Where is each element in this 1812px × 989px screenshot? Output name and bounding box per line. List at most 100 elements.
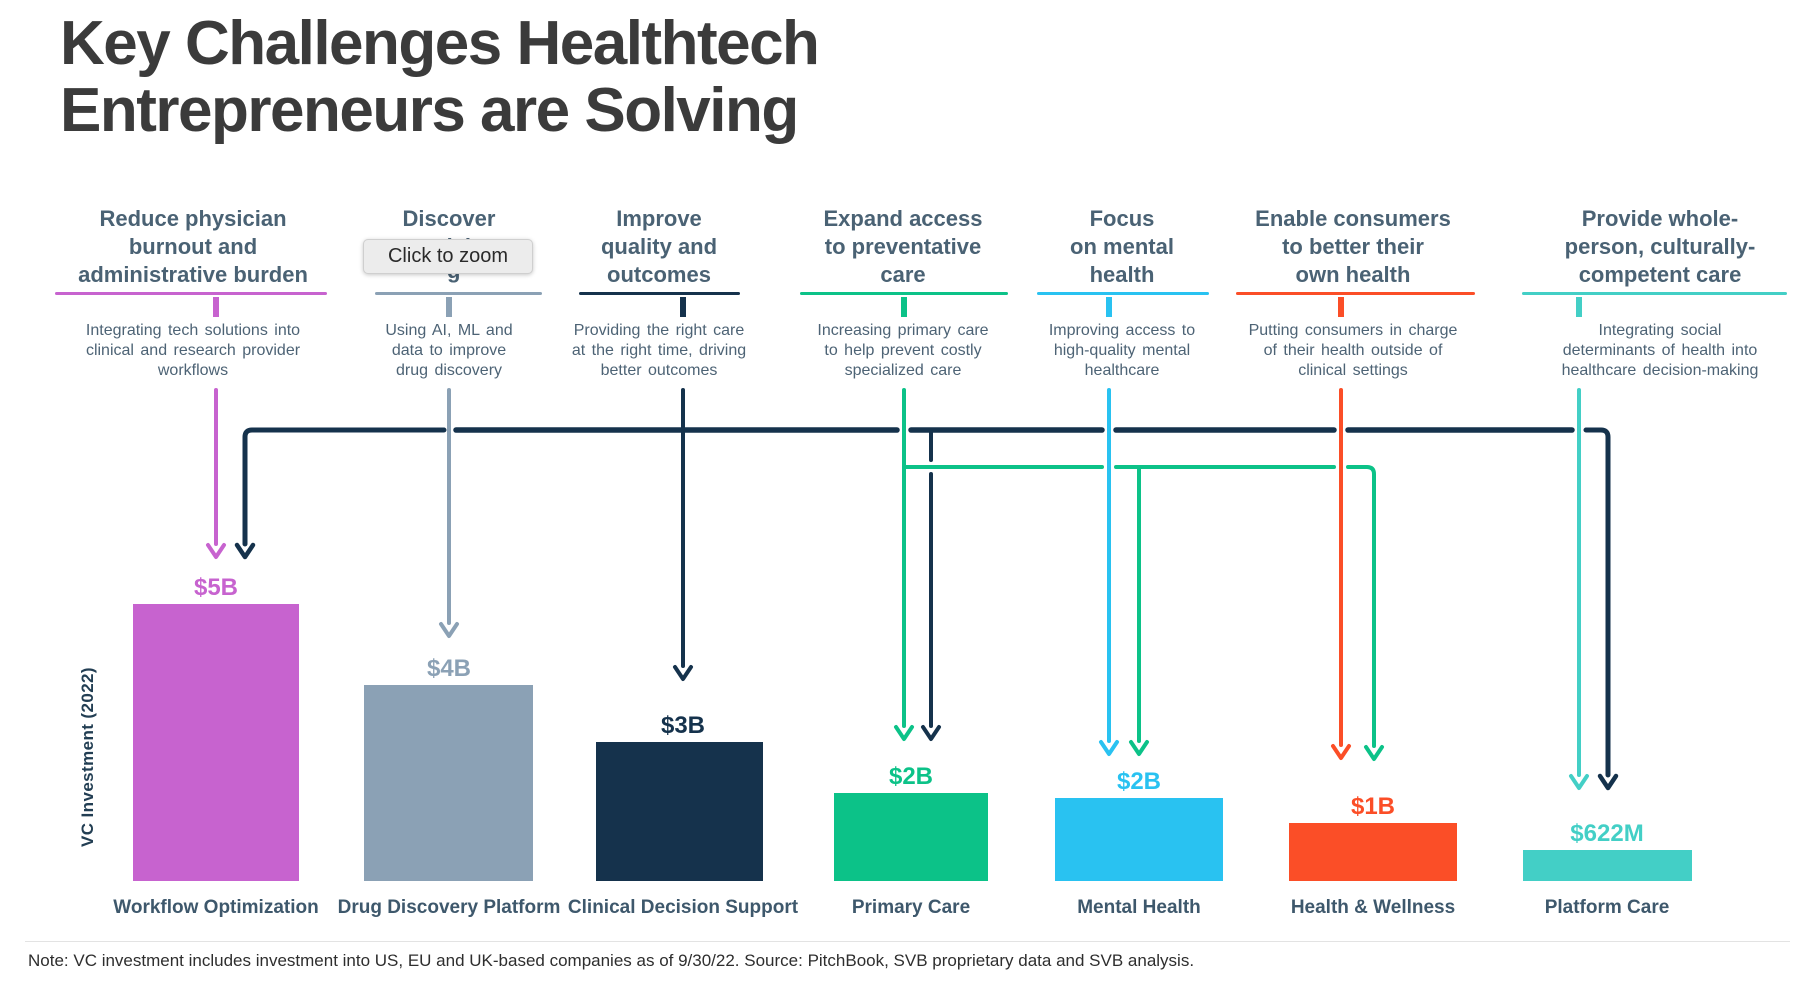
desc-line: healthcare decision-making: [1561, 362, 1759, 379]
click-to-zoom-tooltip[interactable]: Click to zoom: [363, 239, 533, 274]
header-underline: [1037, 292, 1209, 295]
category-health-wellness: Health & Wellness: [1290, 897, 1456, 918]
arrowhead: [1569, 774, 1589, 790]
category-primary-care: Primary Care: [851, 897, 971, 918]
title-line-1: Key Challenges Healthtech: [60, 9, 820, 78]
connector-stub: [1338, 297, 1344, 317]
arrowhead: [921, 725, 941, 741]
connector-red: [1331, 388, 1351, 760]
bar-platform-care: [1523, 850, 1692, 881]
challenge-description-quality: Providing the right care at the right ti…: [528, 321, 790, 381]
desc-line: specialized care: [844, 362, 962, 379]
value-label-clinical: $3B: [660, 712, 706, 739]
connector-cyan: [1099, 388, 1119, 756]
header-line: to better their: [1282, 234, 1424, 259]
category-platform-care: Platform Care: [1544, 897, 1670, 918]
challenge-description-drug-discovery: Using AI, ML and data to improve drug di…: [319, 321, 579, 381]
value-label-drug-discovery: $4B: [426, 655, 472, 682]
desc-line: clinical settings: [1298, 362, 1408, 379]
challenge-header-preventative: Expand access to preventative care: [753, 205, 1053, 289]
arrowhead: [1331, 744, 1351, 760]
bar-drug-discovery-platform: [364, 685, 533, 881]
arrowhead: [1099, 740, 1119, 756]
green-right-elbow: [1346, 465, 1376, 748]
connector-stub: [1106, 297, 1112, 317]
desc-line: Integrating social: [1598, 322, 1722, 339]
header-line: competent care: [1578, 262, 1742, 287]
header-line: Focus: [1089, 206, 1155, 231]
desc-line: Using AI, ML and: [385, 322, 513, 339]
category-workflow-optimization: Workflow Optimization: [113, 897, 319, 918]
arrowhead: [206, 543, 226, 559]
trunk-left-elbow: [242, 427, 447, 547]
challenge-header-mental-health: Focus on mental health: [972, 205, 1272, 289]
connector-stub: [1576, 297, 1582, 317]
desc-line: Providing the right care: [573, 322, 745, 339]
header-line: Expand access: [823, 206, 983, 231]
bar-workflow-optimization: [133, 604, 299, 881]
chart-bottom-border: [25, 941, 1790, 942]
challenge-description-consumers: Putting consumers in charge of their hea…: [1203, 321, 1503, 381]
connector-stub: [901, 297, 907, 317]
header-line: person, culturally-: [1564, 234, 1756, 259]
arrowhead: [894, 725, 914, 741]
category-clinical-decision-support: Clinical Decision Support: [567, 897, 799, 918]
header-line: health: [1089, 262, 1155, 287]
desc-line: of their health outside of: [1263, 342, 1443, 359]
desc-line: clinical and research provider: [85, 342, 301, 359]
challenge-description-whole-person: Integrating social determinants of healt…: [1500, 321, 1812, 381]
connector-stub: [680, 297, 686, 317]
header-line: Reduce physician: [99, 206, 287, 231]
arrowhead: [1364, 745, 1384, 761]
connector-stub: [446, 297, 452, 317]
connector-stub: [213, 297, 219, 317]
bar-health-wellness: [1289, 823, 1457, 881]
connector-magenta: [206, 388, 226, 559]
desc-line: healthcare: [1084, 362, 1160, 379]
trunk-right-elbow: [1583, 427, 1611, 778]
connector-teal: [1569, 388, 1589, 790]
value-label-mental-health: $2B: [1116, 768, 1162, 795]
bar-clinical-decision-support: [596, 742, 763, 881]
desc-line: Increasing primary care: [817, 322, 989, 339]
challenge-description-preventative: Increasing primary care to help prevent …: [763, 321, 1043, 381]
header-line: outcomes: [607, 262, 711, 287]
arrowhead: [673, 665, 693, 681]
header-underline: [375, 292, 542, 295]
desc-line: Integrating tech solutions into: [85, 322, 301, 339]
page-title: Key Challenges Healthtech Entrepreneurs …: [60, 9, 820, 145]
bar-mental-health: [1055, 798, 1223, 881]
arrowhead: [1129, 740, 1149, 756]
category-mental-health: Mental Health: [1077, 897, 1201, 918]
value-label-workflow: $5B: [193, 574, 239, 601]
header-line: quality and: [600, 234, 718, 259]
header-underline: [1522, 292, 1787, 295]
header-line: Enable consumers: [1255, 206, 1451, 231]
desc-line: data to improve: [391, 342, 507, 359]
header-underline: [55, 292, 327, 295]
challenge-description-mental-health: Improving access to high-quality mental …: [982, 321, 1262, 381]
arrowhead: [439, 622, 459, 638]
header-underline: [800, 292, 1008, 295]
challenge-header-quality: Improve quality and outcomes: [509, 205, 809, 289]
header-line: administrative burden: [78, 262, 308, 287]
value-label-primary-care: $2B: [888, 763, 934, 790]
desc-line: Improving access to: [1048, 322, 1196, 339]
arrowhead: [234, 542, 256, 560]
source-footnote: Note: VC investment includes investment …: [28, 951, 1195, 970]
header-line: burnout and: [128, 234, 258, 259]
challenge-header-whole-person: Provide whole- person, culturally- compe…: [1510, 205, 1810, 289]
challenge-header-consumers: Enable consumers to better their own hea…: [1203, 205, 1503, 289]
header-line: Improve: [616, 206, 702, 231]
desc-line: Putting consumers in charge: [1248, 322, 1458, 339]
header-line: to preventative: [824, 234, 982, 259]
challenge-description-workflow: Integrating tech solutions into clinical…: [43, 321, 343, 381]
header-line: Provide whole-: [1581, 206, 1739, 231]
title-line-2: Entrepreneurs are Solving: [60, 76, 799, 145]
bar-primary-care: [834, 793, 988, 881]
desc-line: determinants of health into: [1562, 342, 1758, 359]
tooltip-label: Click to zoom: [387, 245, 509, 267]
header-line: Discover: [402, 206, 496, 231]
desc-line: workflows: [157, 362, 229, 379]
